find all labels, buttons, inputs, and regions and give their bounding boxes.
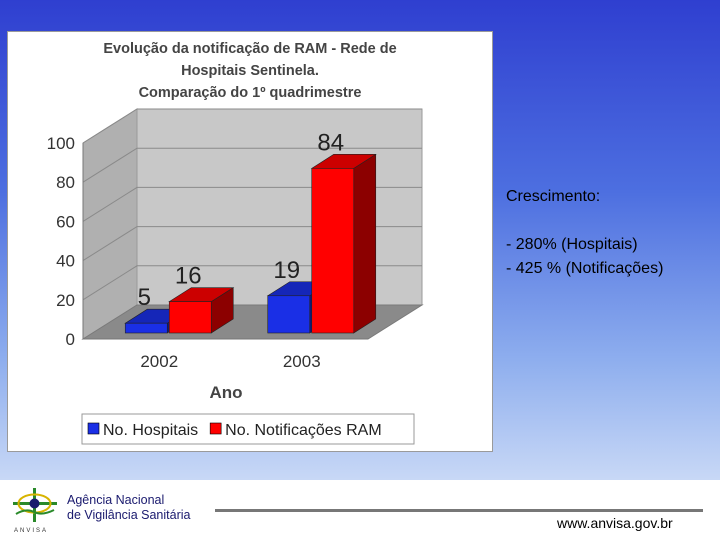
growth-title: Crescimento: — [506, 188, 601, 205]
bar — [168, 287, 235, 334]
y-tick-label: 0 — [66, 330, 75, 349]
chart-gridline — [82, 147, 422, 183]
agency-name-line: de Vigilância Sanitária — [67, 508, 191, 522]
bar-data-label: 5 — [138, 284, 151, 311]
site-url[interactable]: www.anvisa.gov.br — [557, 515, 673, 531]
x-tick-label: 2003 — [283, 352, 321, 371]
bar-front — [124, 322, 168, 334]
bar-data-label: 84 — [317, 129, 344, 156]
agency-name: Agência Nacional de Vigilância Sanitária — [67, 493, 190, 523]
bar-front — [311, 168, 355, 334]
bar-front — [168, 301, 212, 334]
y-tick-label: 80 — [56, 173, 75, 192]
bar-data-label: 19 — [273, 257, 300, 284]
legend-entry: No. Hospitais — [103, 422, 198, 439]
bar-data-label: 16 — [175, 263, 202, 290]
bar — [310, 153, 377, 334]
growth-notifications: - 425 % (Notificações) — [506, 260, 664, 277]
chart-legend: No. Hospitais No. Notificações RAM — [81, 413, 415, 445]
growth-hospitals: - 280% (Hospitais) — [506, 236, 638, 253]
x-tick-label: 2002 — [140, 352, 178, 371]
chart-title-line: Evolução da notificação de RAM - Rede de — [103, 41, 397, 57]
chart-title: Evolução da notificação de RAM - Rede de… — [8, 38, 492, 104]
legend-swatch — [209, 422, 222, 435]
footer-divider — [215, 509, 703, 512]
legend-entry: No. Notificações RAM — [225, 422, 382, 439]
y-tick-label: 40 — [56, 252, 75, 271]
legend-swatch — [87, 422, 100, 435]
chart-title-line: Hospitais Sentinela. — [181, 63, 319, 79]
legend-box — [81, 413, 415, 445]
bar-chart: 0 20 40 60 80 100 5 16 2002 19 84 2003 Ano No. Hospit… — [47, 108, 424, 445]
chart-title-line: Comparação do 1º quadrimestre — [138, 85, 362, 101]
bar-side — [353, 153, 377, 334]
anvisa-logo-icon — [13, 488, 57, 522]
y-tick-label: 60 — [56, 212, 75, 231]
chart-side-wall — [82, 108, 138, 340]
bar-front — [267, 295, 311, 334]
y-tick-label: 20 — [56, 291, 75, 310]
agency-name-line: Agência Nacional — [67, 493, 165, 507]
y-tick-label: 100 — [47, 134, 75, 153]
x-axis-label: Ano — [209, 383, 242, 402]
chart-panel: Evolução da notificação de RAM - Rede de… — [7, 31, 493, 452]
chart-gridline — [82, 108, 422, 144]
logo-caption: ANVISA — [14, 528, 49, 534]
